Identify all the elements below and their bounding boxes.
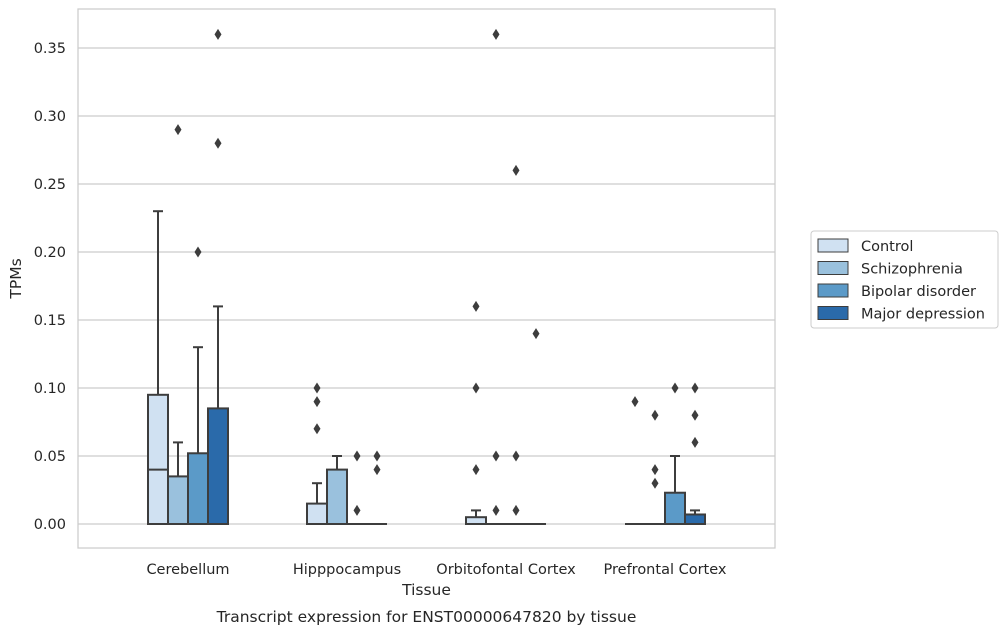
outlier-point [373,450,381,462]
outlier-point [174,124,182,136]
box-body [187,452,209,525]
legend-label: Major depression [861,307,985,323]
outlier-points [174,28,699,516]
outlier-point [512,164,520,176]
box-series [147,210,706,526]
box-body [664,491,686,526]
grid-lines [78,47,775,525]
outlier-point [691,409,699,421]
outlier-point [651,477,659,489]
legend-swatch [817,261,849,275]
outlier-point [651,409,659,421]
outlier-point [313,382,321,394]
outlier-point [671,382,679,394]
outlier-point [472,382,480,394]
x-tick-label: Cerebellum [146,562,229,578]
y-tick-label: 0.15 [34,313,66,329]
outlier-point [313,396,321,408]
legend-label: Schizophrenia [861,262,963,278]
outlier-point [353,450,361,462]
outlier-point [353,504,361,516]
outlier-point [373,464,381,476]
y-tick-label: 0.10 [34,381,66,397]
legend-swatch [817,238,849,253]
y-tick-label: 0.25 [34,177,66,193]
outlier-point [512,504,520,516]
y-tick-label: 0.20 [34,245,66,261]
x-tick-labels: Cerebellum Hipppocampus Orbitofontal Corte… [146,562,726,578]
outlier-point [512,450,520,462]
box-control [465,509,487,526]
outlier-point [532,328,540,340]
outlier-point [691,382,699,394]
outlier-point [492,450,500,462]
plot-frame [77,8,776,549]
box-body [684,513,706,525]
box-body [465,516,487,526]
outlier-point [313,423,321,435]
y-axis-label: TPMs [7,258,25,299]
y-tick-labels: 0.00 0.05 0.10 0.15 0.20 0.25 0.30 0.35 [34,41,66,533]
box-bipolar-disorder [664,455,686,526]
box-schizophrenia [326,455,348,526]
x-tick-label: Orbitofontal Cortex [436,562,576,578]
legend-label: Bipolar disorder [861,284,976,300]
box-control [306,482,328,526]
box-body [147,393,169,525]
y-tick-label: 0.30 [34,109,66,125]
legend-label: Control [861,239,913,255]
outlier-point [194,246,202,258]
box-body [306,502,328,526]
y-tick-label: 0.35 [34,41,66,57]
box-major-depression [207,305,229,525]
chart-caption: Transcript expression for ENST0000064782… [216,608,637,626]
box-schizophrenia [167,441,189,525]
legend-swatch [817,306,849,320]
y-tick-label: 0.05 [34,449,66,465]
x-tick-label: Hipppocampus [293,562,401,578]
outlier-point [492,504,500,516]
box-control [147,210,169,525]
legend: Control Schizophrenia Bipolar disorder Majo… [810,230,999,329]
outlier-point [472,300,480,312]
legend-frame [810,230,999,329]
outlier-point [631,396,639,408]
box-body [326,468,348,526]
outlier-point [651,464,659,476]
outlier-point [214,137,222,149]
box-bipolar-disorder [187,346,209,525]
box-body [207,407,229,525]
box-major-depression [684,509,706,525]
x-axis-label: Tissue [401,581,451,599]
box-body [167,475,189,525]
legend-swatch [817,283,849,298]
outlier-point [472,464,480,476]
x-tick-label: Prefrontal Cortex [604,562,727,578]
y-tick-label: 0.00 [34,517,66,533]
outlier-point [492,28,500,40]
outlier-point [691,436,699,448]
outlier-point [214,28,222,40]
